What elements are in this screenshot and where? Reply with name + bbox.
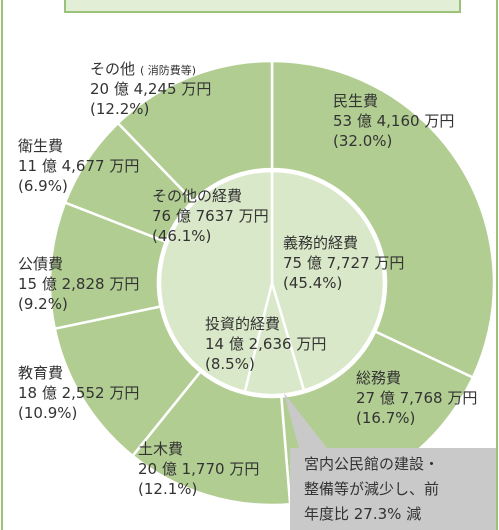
percent-label: (16.7%) — [356, 409, 415, 427]
percent-label: (10.9%) — [18, 404, 77, 422]
percent-label: (32.0%) — [333, 132, 392, 150]
outer-segment — [116, 59, 274, 203]
percent-label: (12.2%) — [90, 100, 149, 118]
category-label: 土木費 — [138, 440, 183, 458]
percent-label: (9.2%) — [18, 295, 68, 313]
header-box — [64, 0, 461, 13]
category-label: 民生費 — [333, 92, 378, 110]
inner-segment — [270, 169, 386, 392]
category-label: その他の経費 — [152, 187, 242, 205]
inner-segment — [158, 169, 274, 394]
callout-box — [290, 448, 496, 530]
category-label: 投資的経費 — [205, 315, 280, 333]
outer-segment — [270, 59, 496, 380]
amount-label: 14 億 2,636 万円 — [205, 335, 326, 353]
amount-label: 18 億 2,552 万円 — [18, 384, 139, 402]
percent-label: (46.1%) — [152, 227, 211, 245]
amount-label: 20 億 4,245 万円 — [90, 80, 211, 98]
category-label: 衛生費 — [18, 137, 63, 155]
callout-text: 宮内公民館の建設・ — [304, 455, 439, 473]
amount-label: 27 億 7,768 万円 — [356, 389, 477, 407]
category-sublabel: ( 消防費等) — [140, 63, 196, 77]
category-label: 義務的経費 — [283, 234, 358, 252]
callout-text: 年度比 27.3% 減 — [304, 505, 421, 523]
category-label: 教育費 — [18, 364, 63, 382]
amount-label: 20 億 1,770 万円 — [138, 460, 259, 478]
amount-label: 15 億 2,828 万円 — [18, 275, 139, 293]
amount-label: 11 億 4,677 万円 — [18, 157, 139, 175]
amount-label: 53 億 4,160 万円 — [333, 112, 454, 130]
category-label: 総務費 — [356, 369, 401, 387]
percent-label: (8.5%) — [205, 355, 255, 373]
percent-label: (12.1%) — [138, 480, 197, 498]
percent-label: (45.4%) — [283, 274, 342, 292]
category-label: その他 — [90, 60, 135, 78]
percent-label: (6.9%) — [18, 177, 68, 195]
amount-label: 75 億 7,727 万円 — [283, 254, 404, 272]
callout-text: 整備等が減少し、前 — [304, 480, 439, 498]
amount-label: 76 億 7637 万円 — [152, 207, 269, 225]
category-label: 公債費 — [18, 255, 63, 273]
callout-pointer — [284, 393, 330, 452]
